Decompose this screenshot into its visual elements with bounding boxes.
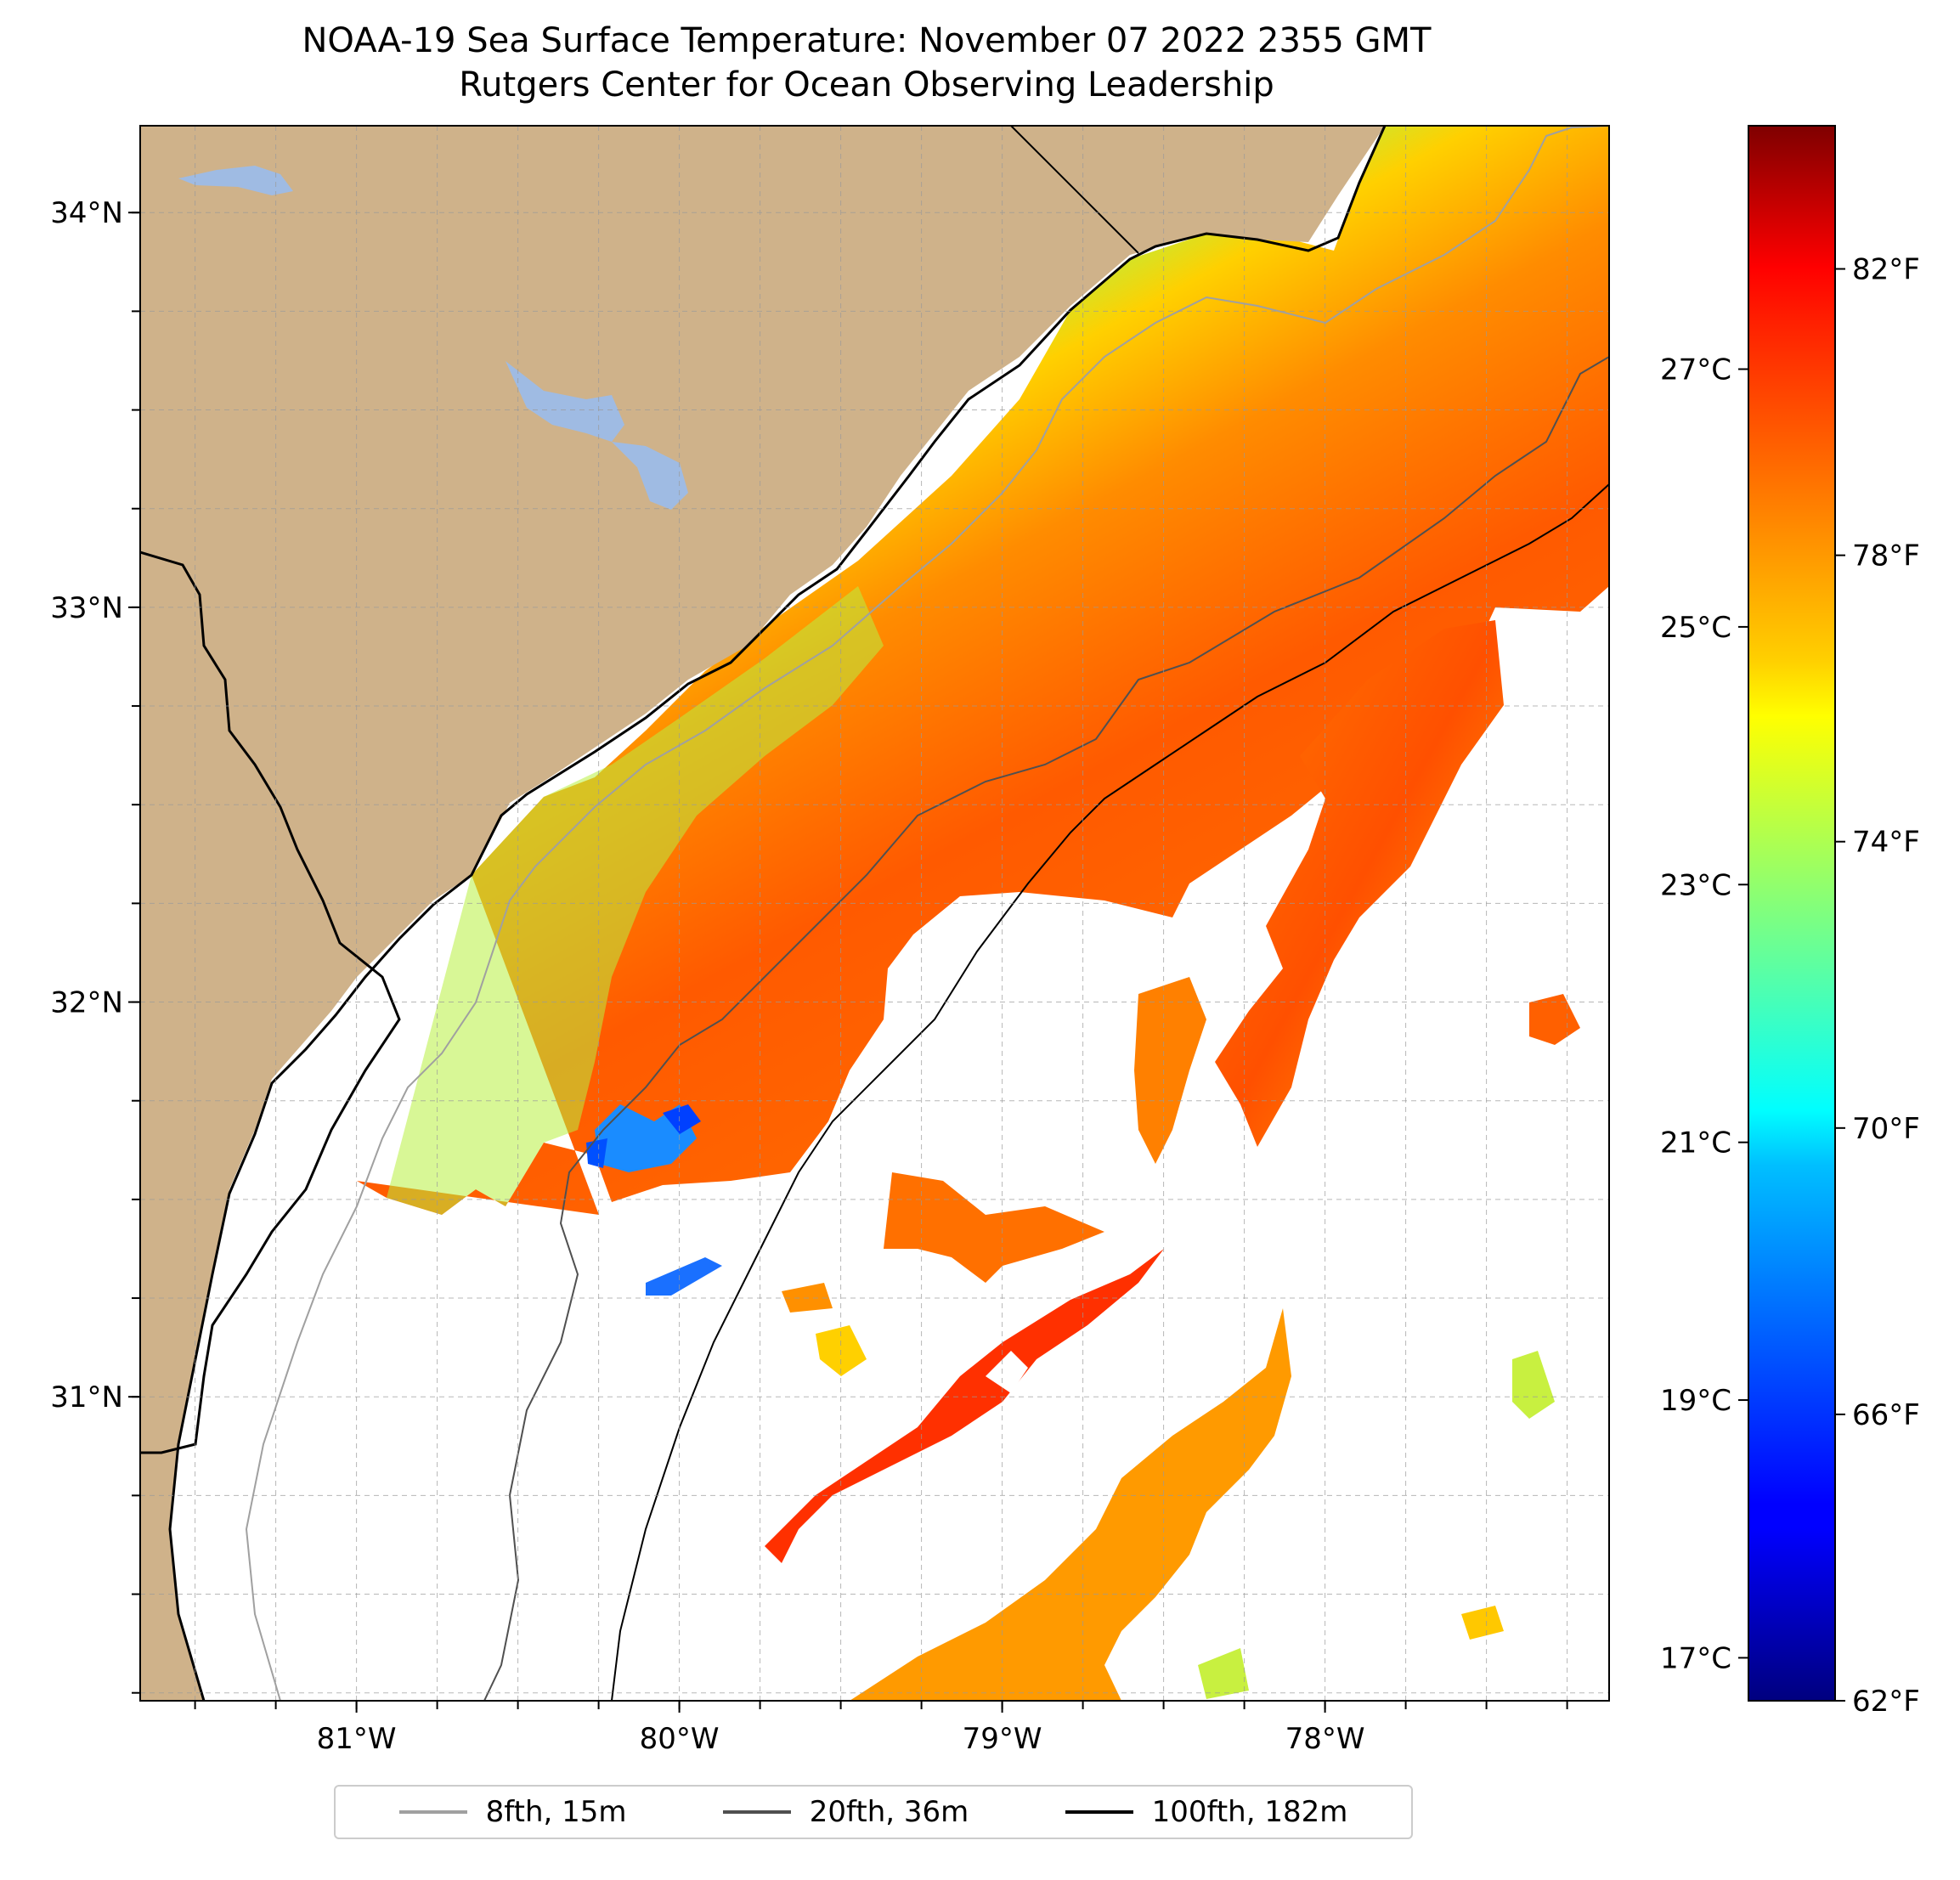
lake-marion bbox=[178, 166, 293, 195]
land bbox=[140, 126, 1385, 1701]
colorbar-f-label: 62°F bbox=[1852, 1685, 1920, 1719]
contour-legend: 8fth, 15m 20fth, 36m 100fth, 182m bbox=[334, 1785, 1413, 1839]
colorbar-f-label: 70°F bbox=[1852, 1112, 1920, 1146]
chart-title: NOAA-19 Sea Surface Temperature: Novembe… bbox=[0, 19, 1733, 107]
legend-line-swatch bbox=[1065, 1810, 1133, 1814]
contour-100fth bbox=[611, 483, 1609, 1701]
sst-patch-small-2 bbox=[1134, 977, 1206, 1164]
title-line-2: Rutgers Center for Ocean Observing Leade… bbox=[459, 65, 1274, 104]
coastline bbox=[168, 126, 1387, 1701]
colorbar-c-label: 27°C bbox=[1660, 353, 1731, 387]
sst-patch-south bbox=[850, 1308, 1291, 1701]
legend-item: 100fth, 182m bbox=[1065, 1795, 1348, 1829]
lon-tick-label: 79°W bbox=[963, 1722, 1042, 1756]
colorbar-gradient bbox=[1748, 126, 1835, 1701]
sst-patch-warm-filament bbox=[765, 1249, 1164, 1563]
colorbar-frame bbox=[1748, 125, 1836, 1702]
colorbar-f-label: 74°F bbox=[1852, 826, 1920, 860]
lat-tick-label: 33°N bbox=[50, 591, 123, 625]
sst-patch-small-1 bbox=[1512, 1351, 1555, 1419]
map-gridlines bbox=[140, 126, 1609, 1701]
sst-cold-core bbox=[663, 1104, 701, 1134]
sst-patch-mid bbox=[884, 1172, 1104, 1283]
sst-map-figure: 81°W 80°W 79°W 78°W 34°N 33°N 32°N 31°N 82°F 78… bbox=[50, 125, 1920, 1756]
lat-tick-label: 31°N bbox=[50, 1380, 123, 1414]
legend-label: 8fth, 15m bbox=[485, 1795, 627, 1829]
sst-patch-small-6 bbox=[782, 1283, 833, 1313]
lake-moultrie bbox=[506, 361, 688, 510]
legend-item: 20fth, 36m bbox=[722, 1795, 969, 1829]
colorbar-c-label: 19°C bbox=[1660, 1384, 1731, 1418]
colorbar-f-label: 78°F bbox=[1852, 539, 1920, 573]
lon-tick-label: 81°W bbox=[317, 1722, 397, 1756]
legend-line-swatch bbox=[722, 1810, 791, 1814]
state-border-ga-sc bbox=[140, 550, 401, 1454]
colorbar-c-label: 17°C bbox=[1660, 1641, 1731, 1675]
legend-label: 20fth, 36m bbox=[809, 1795, 969, 1829]
sst-patch-small-4 bbox=[1461, 1606, 1504, 1640]
map-plot-area bbox=[140, 126, 1609, 1701]
sst-cold-streak bbox=[646, 1257, 722, 1296]
sst-continuous-field bbox=[357, 126, 1609, 1215]
sst-gap-hole bbox=[986, 1351, 1028, 1393]
longitude-ticks: 81°W 80°W 79°W 78°W bbox=[194, 1701, 1568, 1756]
lat-tick-label: 32°N bbox=[50, 986, 123, 1020]
lon-tick-label: 80°W bbox=[640, 1722, 720, 1756]
lat-tick-label: 34°N bbox=[50, 196, 123, 230]
colorbar: 82°F 78°F 74°F 70°F 66°F 62°F 27°C 25°C 23°C 21°… bbox=[1660, 125, 1920, 1719]
legend-line-swatch bbox=[398, 1810, 467, 1814]
contour-8fth bbox=[245, 126, 1609, 1701]
colorbar-f-label: 66°F bbox=[1852, 1398, 1920, 1432]
colorbar-celsius-ticks: 27°C 25°C 23°C 21°C 19°C 17°C bbox=[1660, 353, 1748, 1675]
colorbar-c-label: 25°C bbox=[1660, 611, 1731, 645]
sst-patch-east bbox=[1215, 620, 1504, 1147]
colorbar-c-label: 23°C bbox=[1660, 868, 1731, 902]
sst-swath bbox=[357, 126, 1609, 1296]
colorbar-fahrenheit-ticks: 82°F 78°F 74°F 70°F 66°F 62°F bbox=[1835, 253, 1920, 1719]
contour-20fth bbox=[483, 356, 1609, 1701]
sst-patch-small-5 bbox=[1198, 1648, 1249, 1699]
latitude-ticks: 34°N 33°N 32°N 31°N bbox=[50, 196, 140, 1694]
state-border-nc-sc bbox=[1010, 126, 1139, 254]
colorbar-c-label: 21°C bbox=[1660, 1126, 1731, 1160]
title-line-1: NOAA-19 Sea Surface Temperature: Novembe… bbox=[302, 21, 1432, 60]
colorbar-f-label: 82°F bbox=[1852, 253, 1920, 287]
lon-tick-label: 78°W bbox=[1285, 1722, 1365, 1756]
legend-item: 8fth, 15m bbox=[398, 1795, 627, 1829]
map-frame bbox=[139, 125, 1610, 1702]
land-mass bbox=[140, 126, 1385, 1701]
legend-label: 100fth, 182m bbox=[1151, 1795, 1348, 1829]
sst-inshore-band bbox=[387, 586, 884, 1215]
